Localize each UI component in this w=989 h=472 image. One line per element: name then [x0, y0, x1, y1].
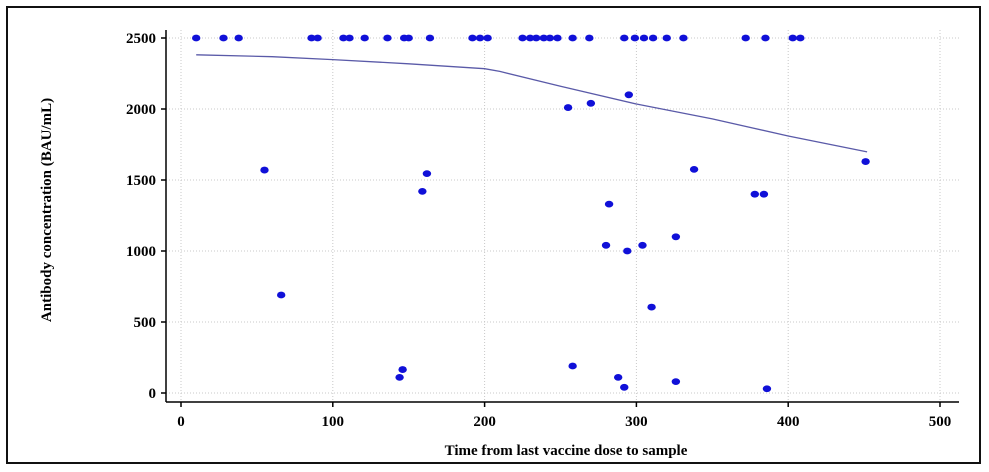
data-point [475, 34, 485, 42]
data-point [761, 34, 770, 42]
y-tick-label: 2000 [126, 102, 156, 118]
data-point [339, 34, 348, 42]
data-point [689, 165, 699, 173]
data-point [620, 383, 629, 391]
axes [161, 30, 959, 407]
data-point [398, 366, 407, 373]
trend-line [196, 54, 868, 153]
data-point [671, 233, 681, 241]
x-tick-label: 500 [929, 414, 952, 430]
data-point [671, 378, 681, 386]
data-point [539, 34, 549, 42]
data-point [586, 99, 596, 107]
data-point [553, 34, 562, 42]
data-point [662, 34, 671, 42]
data-point [741, 34, 750, 42]
data-point [638, 241, 647, 249]
y-tick-label: 500 [134, 315, 157, 331]
data-point [679, 34, 688, 42]
data-points [191, 34, 870, 393]
data-point [639, 34, 649, 42]
data-point [260, 166, 269, 174]
data-point [613, 373, 623, 381]
data-point [648, 34, 658, 42]
x-tick-label: 400 [777, 414, 800, 430]
data-point [647, 303, 656, 311]
data-point [796, 34, 805, 42]
data-point [630, 34, 640, 42]
y-tick-labels: 0 500 1000 1500 2000 2500 [126, 31, 156, 402]
data-point [383, 34, 392, 42]
data-point [545, 34, 555, 42]
data-point [585, 34, 594, 42]
x-tick-label: 200 [473, 414, 496, 430]
data-point [563, 104, 573, 111]
data-point [307, 34, 316, 42]
data-point [759, 190, 769, 198]
x-tick-label: 300 [625, 414, 648, 430]
data-point [620, 34, 629, 42]
data-point [404, 34, 413, 42]
data-point [532, 34, 541, 42]
data-point [418, 187, 427, 195]
data-point [518, 34, 527, 42]
data-point [191, 34, 201, 42]
y-tick-label: 1500 [126, 173, 156, 189]
data-point [750, 190, 760, 198]
data-point [525, 34, 535, 42]
data-point [422, 170, 432, 178]
x-tick-labels: 0 100 200 300 400 500 [177, 414, 951, 430]
grid-lines [166, 30, 959, 402]
data-point [345, 34, 354, 42]
x-tick-label: 0 [177, 414, 185, 430]
data-point [601, 241, 611, 249]
data-point [861, 158, 870, 165]
data-point [483, 34, 492, 42]
y-tick-label: 1000 [126, 244, 156, 260]
data-point [604, 200, 614, 208]
data-point [624, 91, 634, 99]
data-point [468, 34, 477, 42]
y-tick-label: 0 [149, 386, 157, 402]
data-point [276, 291, 286, 299]
data-point [234, 34, 243, 42]
data-point [788, 34, 797, 42]
data-point [762, 385, 772, 393]
x-tick-label: 100 [322, 414, 345, 430]
y-tick-label: 2500 [126, 31, 156, 47]
data-point [360, 34, 369, 42]
x-axis-title: Time from last vaccine dose to sample [445, 443, 688, 459]
data-point [568, 34, 577, 42]
data-point [313, 34, 322, 42]
data-point [568, 362, 577, 370]
data-point [219, 34, 228, 42]
data-point [623, 247, 632, 255]
plot-area [166, 30, 959, 402]
y-axis-title: Antibody concentration (BAU/mL) [39, 98, 55, 322]
data-point [425, 34, 435, 42]
data-point [395, 373, 404, 381]
